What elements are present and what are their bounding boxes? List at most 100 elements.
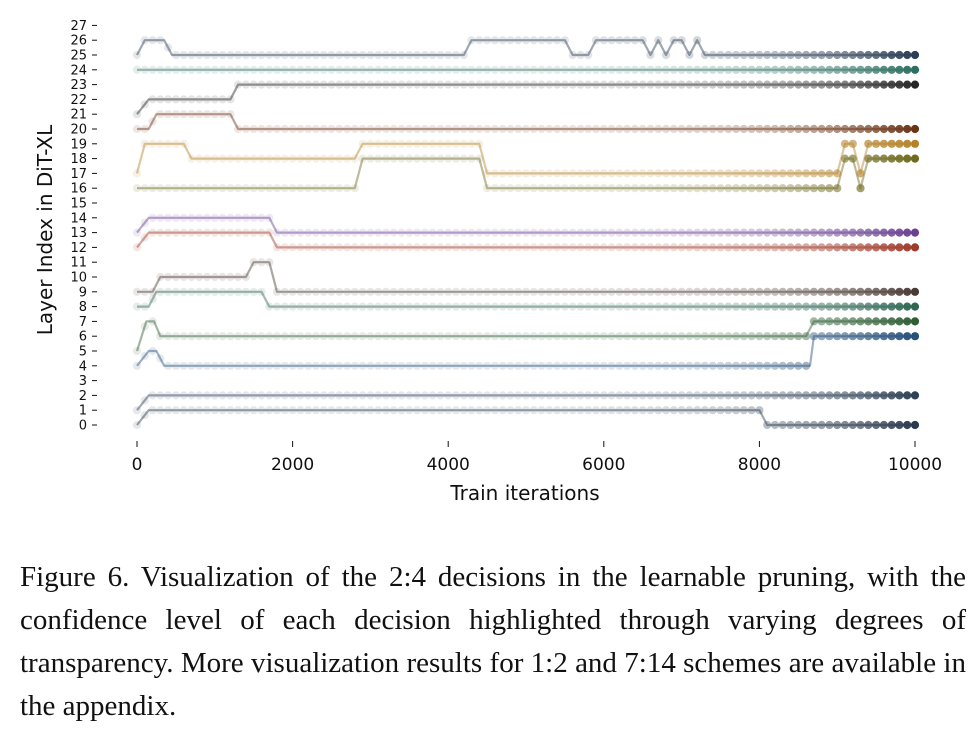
series-point [257, 228, 266, 237]
series-point [576, 243, 585, 252]
series-point [506, 391, 515, 400]
series-point [257, 184, 266, 193]
series-point [576, 302, 585, 311]
series-point [553, 80, 562, 89]
series-13 [132, 36, 920, 60]
series-point [311, 124, 320, 134]
series-point [304, 50, 313, 60]
series-point [156, 406, 165, 415]
series-point [366, 287, 375, 296]
series-point [498, 124, 507, 134]
series-point [576, 332, 585, 341]
series-point [140, 322, 149, 331]
series-point [669, 361, 678, 370]
series-point [140, 139, 149, 148]
series-point [770, 184, 780, 193]
series-point [195, 50, 204, 60]
series-point [405, 228, 414, 237]
series-point [825, 302, 834, 311]
series-point [311, 287, 320, 296]
series-point [739, 302, 748, 311]
series-point [755, 169, 764, 178]
series-point [187, 184, 196, 193]
series-point [646, 169, 655, 178]
series-point [879, 139, 889, 148]
series-point [296, 406, 305, 415]
series-point [420, 154, 429, 163]
series-point [802, 243, 811, 252]
series-point [607, 406, 616, 415]
y-tick-label: 24 [70, 63, 87, 78]
series-point [405, 287, 414, 296]
series-point [498, 65, 507, 74]
series-point [615, 36, 624, 45]
series-point [685, 332, 694, 341]
series-point [630, 302, 640, 311]
series-point [257, 391, 266, 400]
series-point [693, 36, 702, 45]
series-point [397, 287, 406, 296]
series-point [381, 139, 391, 148]
series-1 [132, 391, 920, 415]
series-point [179, 287, 188, 296]
series-point [241, 213, 250, 222]
series-point [444, 154, 453, 163]
series-point [459, 50, 468, 60]
series-point [825, 80, 834, 89]
series-point [724, 243, 733, 252]
series-point [311, 228, 320, 237]
series-point [156, 354, 165, 363]
series-point [724, 169, 733, 178]
series-point [164, 406, 173, 415]
series-point [638, 65, 647, 74]
series-point [234, 80, 243, 89]
series-point [661, 184, 671, 193]
series-line [137, 261, 915, 293]
series-point [770, 243, 780, 252]
series-point [226, 332, 235, 341]
series-point [809, 391, 819, 400]
series-point [778, 287, 787, 296]
series-point [366, 124, 375, 134]
series-point [809, 50, 819, 60]
series-point [389, 391, 398, 400]
series-point [132, 228, 142, 237]
series-point [241, 361, 250, 370]
series-point [599, 302, 608, 311]
series-point [716, 124, 725, 134]
series-point [389, 228, 398, 237]
series-point [887, 287, 896, 296]
series-point [234, 406, 243, 415]
series-point [218, 184, 227, 193]
series-point [241, 332, 250, 341]
series-point [732, 124, 741, 134]
series-point [763, 420, 772, 430]
series-point [490, 361, 499, 370]
series-point [296, 361, 305, 370]
series-point [164, 139, 173, 148]
series-point [140, 124, 149, 134]
series-point [895, 50, 904, 60]
series-point [164, 391, 173, 400]
series-0 [132, 406, 920, 430]
y-tick-label: 8 [79, 300, 87, 315]
series-point [794, 65, 803, 74]
series-point [646, 50, 655, 60]
series-8 [132, 154, 920, 193]
series-point [335, 124, 344, 134]
series-point [490, 302, 499, 311]
series-point [187, 110, 196, 119]
series-point [638, 80, 647, 89]
series-point [195, 361, 204, 370]
series-point [895, 243, 904, 252]
series-point [280, 184, 289, 193]
series-point [747, 124, 756, 134]
series-point [397, 50, 406, 60]
series-point [374, 287, 383, 296]
series-point [833, 80, 842, 89]
series-point [327, 124, 336, 134]
y-tick-label: 13 [70, 226, 87, 241]
series-point [280, 287, 289, 296]
series-point [770, 65, 780, 74]
series-point [887, 80, 896, 89]
